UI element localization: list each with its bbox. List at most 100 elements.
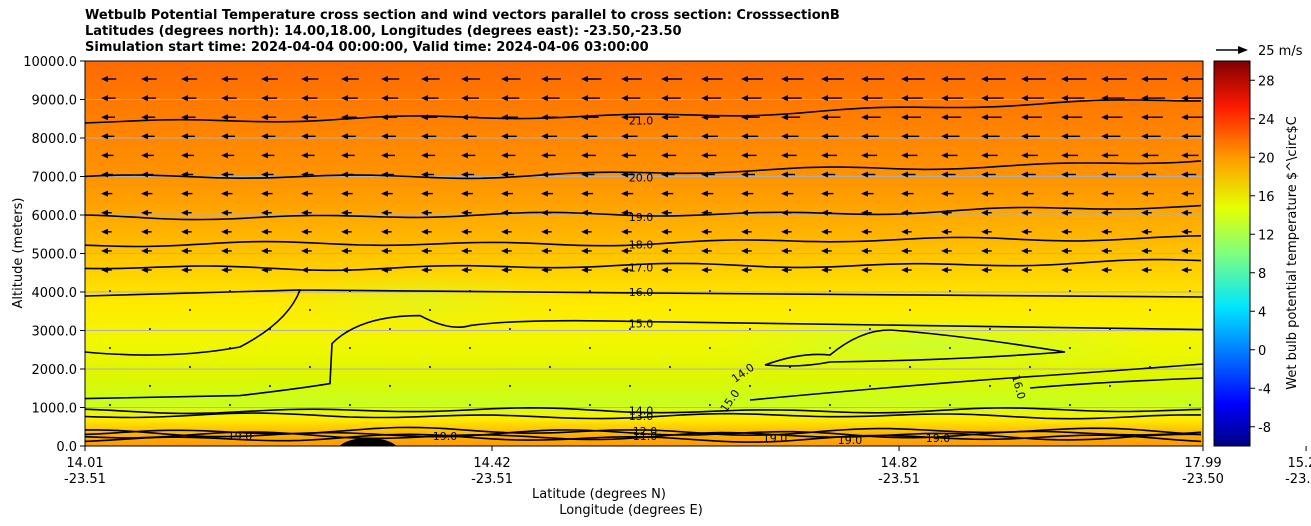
wind-vector-small	[949, 290, 951, 292]
wind-vector	[261, 133, 276, 140]
wind-vector	[821, 133, 839, 140]
wind-vector	[1061, 114, 1083, 121]
wind-vector-small	[509, 385, 511, 387]
wind-vector	[541, 190, 554, 197]
wind-vector	[1021, 171, 1036, 178]
wind-vector-small	[109, 290, 111, 292]
wind-vector	[301, 267, 312, 273]
wind-vector-small	[309, 366, 311, 368]
wind-vector	[541, 209, 552, 216]
wind-vector	[1021, 76, 1047, 82]
wind-vector	[821, 152, 837, 159]
wind-vector-small	[349, 290, 351, 292]
wind-vector	[421, 171, 434, 178]
wind-vector	[581, 190, 594, 197]
wind-vector	[741, 190, 754, 197]
wind-vector	[181, 114, 196, 121]
wind-vector	[181, 95, 197, 102]
wind-vector	[221, 76, 238, 82]
wind-vector	[461, 190, 473, 197]
wind-vector	[261, 114, 277, 121]
wind-vector	[1141, 209, 1152, 216]
wind-vector	[941, 171, 956, 178]
surface-contour-label: 19.0	[926, 432, 951, 445]
wind-vector	[981, 267, 992, 273]
wind-vector	[301, 133, 316, 140]
wind-vector-small	[429, 366, 431, 368]
wind-vector-small	[1069, 290, 1071, 292]
wind-vector	[821, 228, 832, 235]
wind-vector	[661, 228, 672, 235]
wind-vector	[301, 228, 312, 235]
wind-vector	[1021, 209, 1032, 216]
wind-vector	[621, 209, 632, 216]
surface-contour-label: 19.0	[763, 432, 788, 445]
x-axis-label-longitude: Longitude (degrees E)	[559, 503, 703, 518]
wind-vector	[381, 114, 398, 121]
wind-vector	[741, 209, 752, 216]
colorbar-tick-label: 28	[1258, 74, 1275, 89]
wind-vector	[741, 247, 752, 254]
wind-vector	[701, 190, 714, 197]
wind-vector	[661, 133, 678, 140]
wind-vector	[661, 209, 672, 216]
wind-vector	[381, 152, 395, 159]
wind-vector	[621, 76, 642, 82]
wind-vector-small	[1069, 347, 1071, 349]
wind-vector	[781, 171, 796, 178]
x-tick-lat: 17.99	[1184, 456, 1221, 471]
wind-vector-small	[109, 347, 111, 349]
wind-vector	[501, 114, 519, 121]
wind-vector	[541, 114, 559, 121]
wind-vector	[101, 247, 112, 254]
wind-vector-small	[469, 347, 471, 349]
wind-vector	[701, 267, 712, 273]
x-tick-lat: 14.42	[473, 456, 510, 471]
contour-label: 15.0	[629, 318, 654, 331]
wind-vector	[421, 133, 437, 140]
wind-vector	[901, 171, 916, 178]
wind-vector	[421, 267, 432, 273]
wind-vector	[901, 190, 914, 197]
contour-line	[85, 204, 1202, 221]
wind-vector	[101, 171, 114, 178]
wind-vector	[581, 133, 598, 140]
wind-vector	[461, 152, 476, 159]
wind-vector	[741, 267, 752, 273]
wind-vector	[781, 247, 792, 254]
wind-vector-small	[829, 404, 831, 406]
wind-vector	[301, 171, 314, 178]
wind-vector	[701, 152, 717, 159]
wind-vector-small	[669, 366, 671, 368]
wind-vector	[861, 95, 883, 102]
wind-vector	[181, 133, 195, 140]
wind-vector	[221, 152, 235, 159]
wind-vector-small	[789, 309, 791, 311]
wind-vector	[301, 95, 318, 102]
wind-vector-small	[309, 309, 311, 311]
wind-vector	[1101, 267, 1112, 273]
wind-vector	[861, 114, 881, 121]
wind-vector-small	[429, 309, 431, 311]
wind-vector	[261, 171, 274, 178]
contour-label: 21.0	[629, 115, 654, 128]
wind-vector	[661, 76, 683, 82]
wind-vector	[1141, 95, 1166, 102]
wind-vector	[1141, 114, 1163, 121]
wind-vector	[901, 95, 923, 102]
wind-vector	[301, 209, 312, 216]
wind-vector	[661, 152, 677, 159]
wind-vector	[981, 152, 998, 159]
contour-line-pocket	[749, 363, 1203, 401]
wind-vector	[941, 95, 964, 102]
wind-vector	[741, 76, 764, 82]
wind-vector	[861, 133, 879, 140]
wind-vector	[1141, 228, 1152, 235]
wind-vector-small	[1109, 385, 1111, 387]
wind-vector	[1021, 247, 1032, 254]
wind-vector	[541, 95, 560, 102]
wind-vector	[381, 190, 393, 197]
wind-vector	[901, 114, 922, 121]
wind-vector	[501, 133, 517, 140]
wind-vector	[141, 267, 152, 273]
